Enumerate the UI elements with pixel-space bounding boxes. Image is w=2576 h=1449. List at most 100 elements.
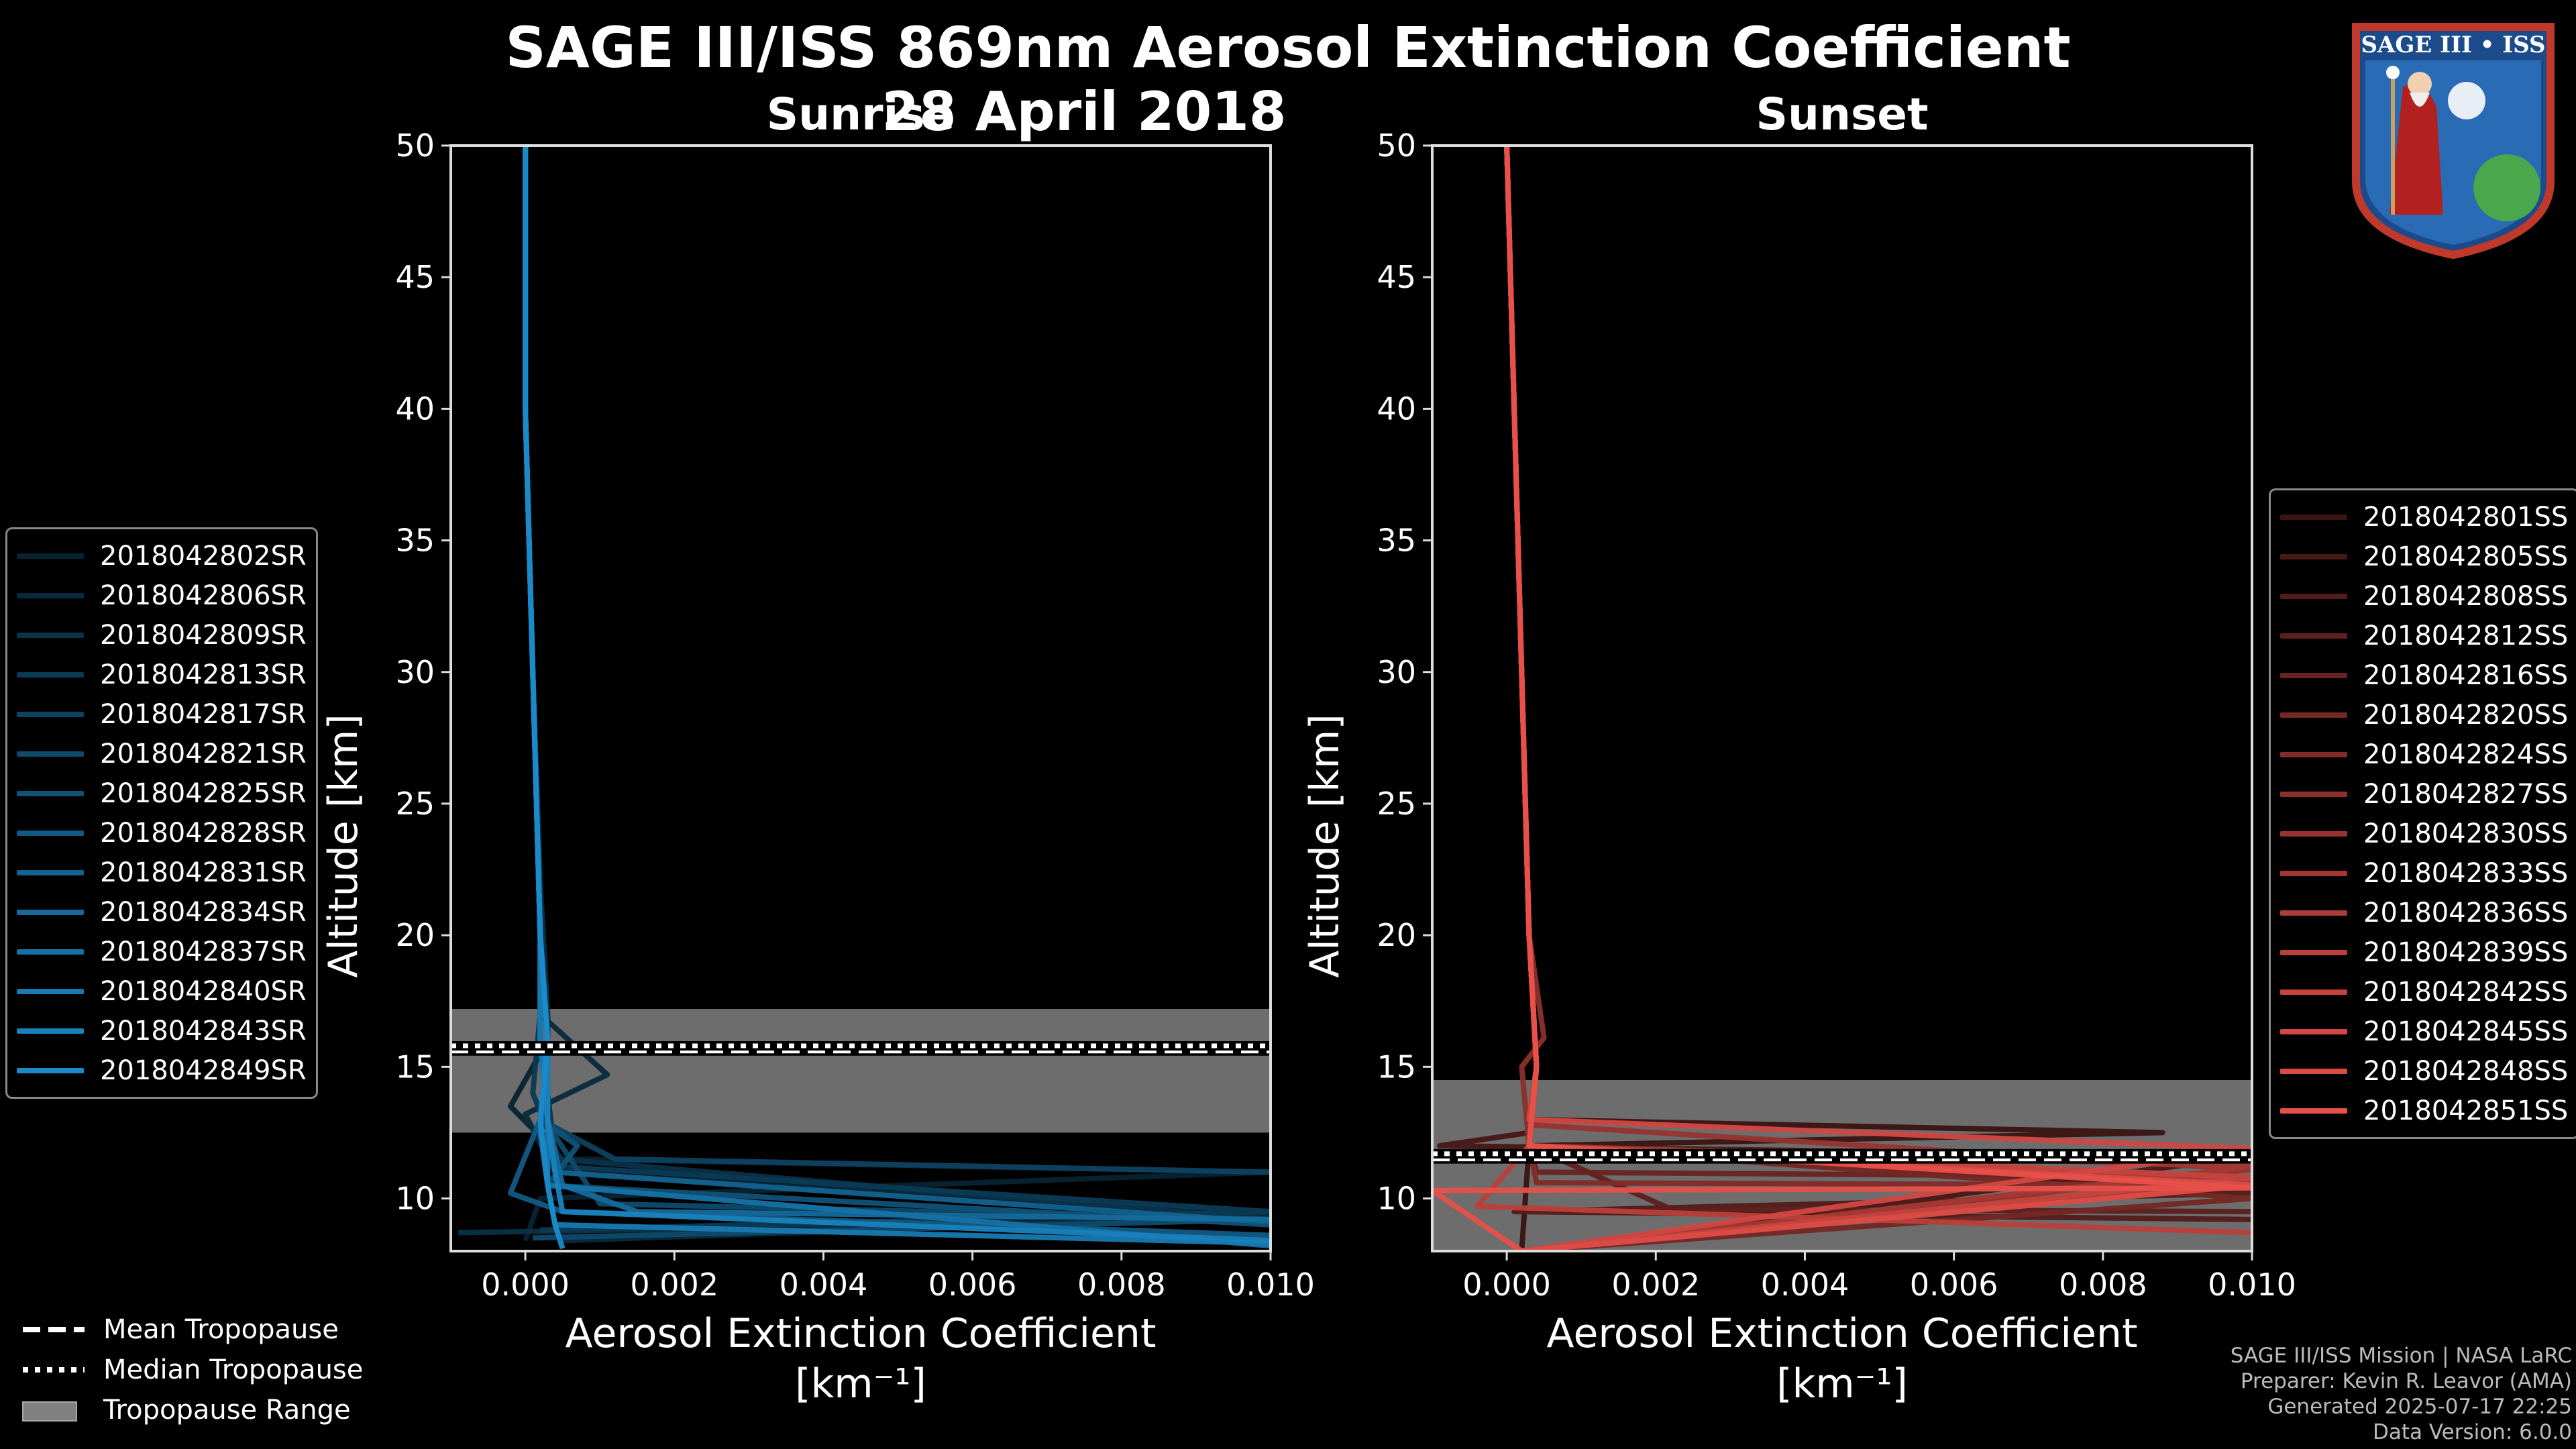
sunrise-legend: 2018042802SR 2018042806SR 2018042809SR 2018… xyxy=(5,527,318,1099)
legend-label: 2018042813SR xyxy=(100,659,307,690)
series-line-2018042808SS xyxy=(1504,146,2252,1222)
x-tick-label: 0.000 xyxy=(481,1267,570,1303)
legend-label: 2018042801SS xyxy=(2363,501,2569,533)
legend-label: 2018042817SR xyxy=(100,698,307,730)
legend-swatch xyxy=(2280,949,2347,955)
ss-series-group xyxy=(1432,146,2252,1251)
legend-swatch xyxy=(17,553,84,559)
x-tick-label: 0.006 xyxy=(1910,1267,1998,1303)
y-tick-label: 10 xyxy=(395,1181,435,1217)
legend-tropopause-range: Tropopause Range xyxy=(20,1390,363,1430)
legend-item: 2018042801SS xyxy=(2280,497,2568,537)
legend-swatch xyxy=(2280,989,2347,995)
legend-swatch xyxy=(17,869,84,875)
y-tick-label: 25 xyxy=(395,786,435,822)
y-tick-label: 50 xyxy=(395,127,435,164)
legend-label: 2018042828SR xyxy=(100,817,307,849)
legend-label: 2018042834SR xyxy=(100,896,307,928)
legend-item: 2018042825SR xyxy=(17,773,307,813)
series-line-2018042827SS xyxy=(1504,146,2252,1183)
legend-median-tropopause: Median Tropopause xyxy=(20,1350,363,1390)
y-tick-label: 10 xyxy=(1377,1181,1416,1217)
legend-item: 2018042824SS xyxy=(2280,735,2568,774)
x-tick-label: 0.008 xyxy=(2059,1267,2147,1303)
legend-item: 2018042809SR xyxy=(17,615,307,655)
legend-item: 2018042834SR xyxy=(17,892,307,932)
x-tick-label: 0.010 xyxy=(1226,1267,1315,1303)
legend-label: 2018042845SS xyxy=(2363,1016,2569,1047)
x-axis-label: Aerosol Extinction Coefficient xyxy=(1547,1310,2138,1357)
legend-label: 2018042825SR xyxy=(100,777,307,809)
legend-item: 2018042836SS xyxy=(2280,893,2568,932)
legend-label: 2018042820SS xyxy=(2363,699,2569,731)
legend-item: 2018042808SS xyxy=(2280,576,2568,616)
y-tick-label: 45 xyxy=(1377,259,1416,295)
y-tick-label: 45 xyxy=(395,259,435,295)
legend-swatch xyxy=(17,830,84,836)
logo-text: SAGE III • ISS xyxy=(2361,32,2545,58)
dotted-line-icon xyxy=(23,1367,85,1373)
legend-swatch xyxy=(2280,910,2347,916)
legend-item: 2018042821SR xyxy=(17,734,307,773)
y-tick-label: 20 xyxy=(1377,917,1416,953)
x-axis-label: Aerosol Extinction Coefficient xyxy=(566,1310,1157,1357)
legend-item: 2018042816SS xyxy=(2280,655,2568,695)
legend-swatch xyxy=(17,632,84,638)
legend-item: 2018042839SS xyxy=(2280,932,2568,972)
footer-line: Generated 2025-07-17 22:25 xyxy=(2267,1395,2572,1419)
legend-swatch xyxy=(17,988,84,994)
y-tick-label: 20 xyxy=(395,917,435,953)
legend-swatch xyxy=(2280,1068,2347,1074)
series-line-2018042812SS xyxy=(1504,146,2252,1215)
footer-credits: SAGE III/ISS Mission | NASA LaRC Prepare… xyxy=(2231,1343,2572,1445)
y-tick-label: 30 xyxy=(395,654,435,690)
legend-label: 2018042830SS xyxy=(2363,818,2569,849)
chart-title: SAGE III/ISS 869nm Aerosol Extinction Co… xyxy=(505,15,2071,80)
legend-label: 2018042848SS xyxy=(2363,1055,2569,1087)
legend-label: 2018042827SS xyxy=(2363,778,2569,810)
tropopause-range-band xyxy=(451,1009,1271,1133)
x-tick-label: 0.000 xyxy=(1462,1267,1551,1303)
legend-swatch xyxy=(2280,870,2347,876)
legend-label: 2018042812SS xyxy=(2363,620,2569,651)
x-axis-units: [km⁻¹] xyxy=(1776,1360,1908,1407)
sunrise-panel-title: Sunrise xyxy=(766,89,955,140)
chart-date: 28 April 2018 xyxy=(881,80,1287,143)
legend-swatch xyxy=(17,592,84,598)
legend-label: 2018042806SR xyxy=(100,580,307,611)
legend-swatch xyxy=(2280,672,2347,678)
legend-label: 2018042816SS xyxy=(2363,659,2569,691)
legend-label: 2018042842SS xyxy=(2363,976,2569,1008)
legend-label: 2018042837SR xyxy=(100,936,307,967)
legend-item: 2018042845SS xyxy=(2280,1012,2568,1051)
legend-label: 2018042843SR xyxy=(100,1015,307,1046)
legend-item: 2018042820SS xyxy=(2280,695,2568,735)
legend-swatch xyxy=(17,711,84,717)
legend-swatch xyxy=(2280,1028,2347,1034)
y-tick-label: 25 xyxy=(1377,786,1416,822)
x-tick-label: 0.010 xyxy=(2208,1267,2296,1303)
plot-frame xyxy=(449,144,1272,1252)
legend-label: 2018042836SS xyxy=(2363,897,2569,928)
legend-item: 2018042802SR xyxy=(17,536,307,576)
dashed-line-icon xyxy=(23,1327,85,1332)
legend-item: 2018042831SR xyxy=(17,853,307,892)
y-axis-label: Altitude [km] xyxy=(1301,714,1348,978)
legend-item: 2018042842SS xyxy=(2280,972,2568,1012)
legend-swatch xyxy=(17,1028,84,1034)
footer-line: Data Version: 6.0.0 xyxy=(2372,1420,2572,1444)
legend-item: 2018042812SS xyxy=(2280,616,2568,655)
sunset-legend: 2018042801SS 2018042805SS 2018042808SS 2018… xyxy=(2269,488,2576,1139)
x-tick-label: 0.002 xyxy=(630,1267,718,1303)
y-tick-label: 40 xyxy=(395,390,435,427)
y-tick-label: 35 xyxy=(395,523,435,559)
legend-swatch xyxy=(2280,553,2347,559)
legend-item: 2018042830SS xyxy=(2280,814,2568,853)
y-axis-label: Altitude [km] xyxy=(320,714,367,978)
ss-plot: 10 15 20 25 30 35 40 45 50 0.000 0.002 0.004 0.006 0.… xyxy=(1301,127,2296,1407)
legend-swatch xyxy=(17,1067,84,1073)
series-line-2018042849SR xyxy=(523,146,566,1250)
legend-item: 2018042848SS xyxy=(2280,1051,2568,1091)
legend-item: 2018042833SS xyxy=(2280,853,2568,893)
